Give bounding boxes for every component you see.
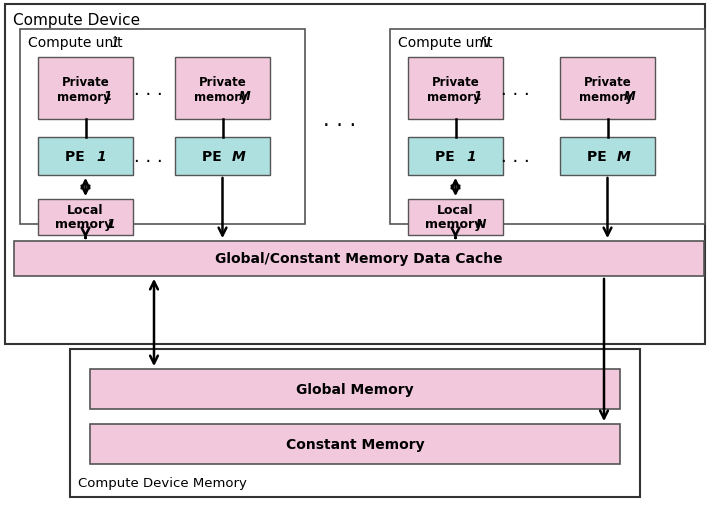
Bar bbox=[175, 138, 270, 176]
Text: memory: memory bbox=[427, 90, 485, 103]
Text: memory: memory bbox=[425, 218, 486, 231]
Text: 1: 1 bbox=[97, 150, 107, 164]
Text: Private: Private bbox=[61, 76, 109, 89]
Text: Global/Constant Memory Data Cache: Global/Constant Memory Data Cache bbox=[215, 252, 503, 266]
Text: Constant Memory: Constant Memory bbox=[286, 437, 424, 451]
Text: . . .: . . . bbox=[134, 81, 162, 99]
Text: memory: memory bbox=[194, 90, 252, 103]
Bar bbox=[38, 58, 133, 120]
Bar bbox=[560, 58, 655, 120]
Bar bbox=[90, 369, 620, 409]
Text: . . .: . . . bbox=[500, 148, 529, 165]
Text: Local: Local bbox=[67, 204, 104, 217]
Bar bbox=[408, 58, 503, 120]
Text: 1: 1 bbox=[110, 36, 119, 50]
Text: PE: PE bbox=[65, 150, 90, 164]
Text: N: N bbox=[475, 218, 485, 231]
Bar bbox=[90, 424, 620, 464]
Text: Private: Private bbox=[432, 76, 479, 89]
Text: . . .: . . . bbox=[323, 110, 357, 130]
Text: Global Memory: Global Memory bbox=[296, 382, 414, 396]
Text: memory: memory bbox=[578, 90, 636, 103]
Text: PE: PE bbox=[435, 150, 460, 164]
Text: 1: 1 bbox=[473, 90, 482, 103]
Text: . . .: . . . bbox=[134, 148, 162, 165]
Bar bbox=[408, 138, 503, 176]
Text: . . .: . . . bbox=[500, 81, 529, 99]
Text: M: M bbox=[616, 150, 631, 164]
Bar bbox=[14, 242, 704, 276]
Text: N: N bbox=[480, 36, 490, 50]
Text: 1: 1 bbox=[104, 90, 112, 103]
Text: Private: Private bbox=[583, 76, 631, 89]
Bar bbox=[390, 30, 705, 224]
Text: PE: PE bbox=[587, 150, 612, 164]
Text: Local: Local bbox=[438, 204, 474, 217]
Text: memory: memory bbox=[54, 218, 117, 231]
Text: 1: 1 bbox=[467, 150, 476, 164]
Text: 1: 1 bbox=[106, 218, 115, 231]
Text: M: M bbox=[623, 90, 636, 103]
Text: Compute Device Memory: Compute Device Memory bbox=[78, 476, 247, 489]
Text: M: M bbox=[239, 90, 250, 103]
Bar bbox=[38, 138, 133, 176]
Text: Compute unit: Compute unit bbox=[28, 36, 127, 50]
Bar bbox=[38, 200, 133, 236]
Text: Compute Device: Compute Device bbox=[13, 13, 140, 28]
Bar bbox=[408, 200, 503, 236]
Bar bbox=[5, 5, 705, 344]
Text: Compute unit: Compute unit bbox=[398, 36, 497, 50]
Bar bbox=[20, 30, 305, 224]
Bar bbox=[560, 138, 655, 176]
Text: Private: Private bbox=[199, 76, 247, 89]
Bar bbox=[70, 349, 640, 497]
Text: memory: memory bbox=[56, 90, 114, 103]
Text: PE: PE bbox=[202, 150, 227, 164]
Text: M: M bbox=[232, 150, 245, 164]
Bar bbox=[175, 58, 270, 120]
